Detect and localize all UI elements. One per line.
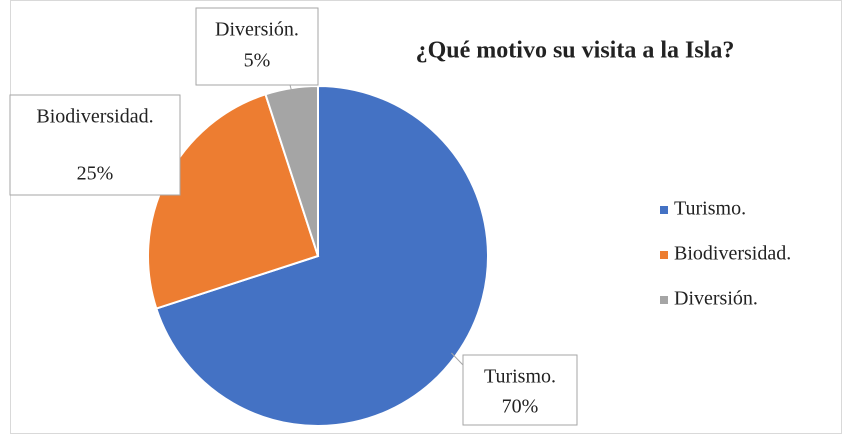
leader-line [451, 352, 464, 366]
pie-slice [264, 84, 319, 257]
data-label-value: 70% [502, 396, 539, 418]
leader-line [289, 84, 293, 94]
data-label-value: 5% [244, 50, 271, 72]
legend-swatch [660, 251, 668, 259]
data-label-box [9, 94, 181, 196]
pie-slice [155, 84, 489, 427]
data-label-name: Diversión. [215, 19, 299, 41]
data-label-name: Turismo. [484, 366, 556, 388]
legend-label: Biodiversidad. [674, 243, 791, 265]
data-label-box [195, 7, 319, 86]
data-label-box [462, 354, 578, 426]
legend-label: Turismo. [674, 198, 746, 220]
chart-title: ¿Qué motivo su visita a la Isla? [416, 38, 735, 64]
legend-swatch [660, 296, 668, 304]
legend-label: Diversión. [674, 288, 758, 310]
data-label-value: 25% [77, 163, 114, 185]
data-label-name: Biodiversidad. [36, 106, 153, 128]
legend-swatch [660, 206, 668, 214]
